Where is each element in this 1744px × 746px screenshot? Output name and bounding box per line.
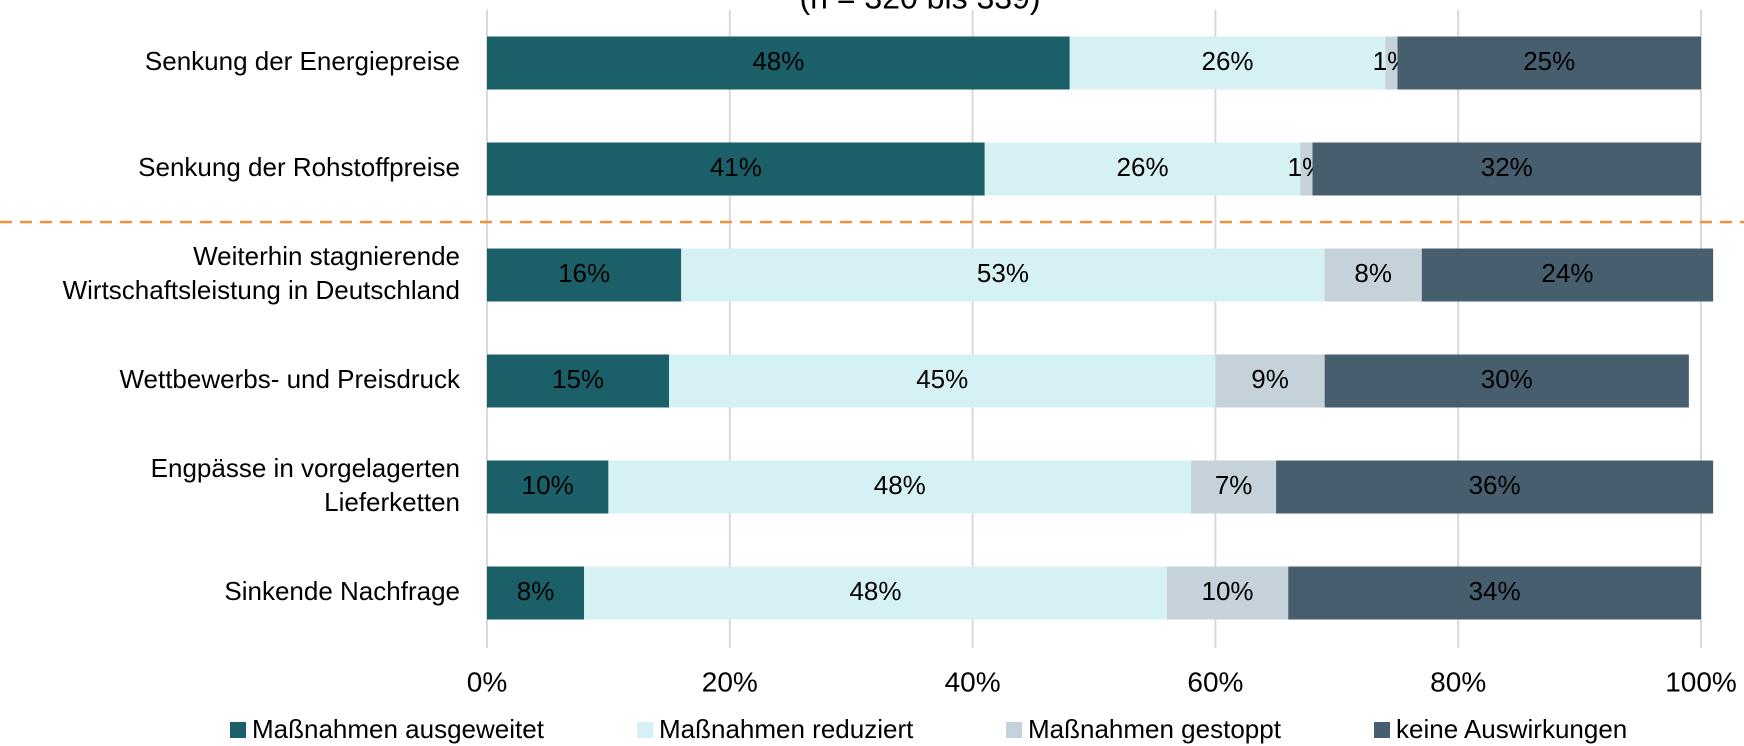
data-label: 48% [874, 470, 926, 500]
x-tick-label: 80% [1430, 666, 1486, 697]
y-tick-label: Weiterhin stagnierende Wirtschaftsleistun… [63, 241, 460, 305]
y-tick-label: Senkung der Energiepreise [145, 46, 460, 76]
bar-segment [1300, 142, 1313, 196]
bar-segment [487, 354, 670, 408]
x-tick-label: 100% [1665, 666, 1737, 697]
data-label: 7% [1215, 470, 1253, 500]
x-tick-label: 60% [1187, 666, 1243, 697]
data-label: 45% [916, 364, 968, 394]
legend-swatch [637, 722, 653, 738]
y-tick-label: Wettbewerbs- und Preisdruck [119, 364, 461, 394]
data-label: 10% [1202, 576, 1254, 606]
data-label: 48% [849, 576, 901, 606]
data-label: 53% [977, 258, 1029, 288]
chart-subtitle: (n = 320 bis 339) [799, 0, 1040, 15]
legend-label: Maßnahmen reduziert [659, 714, 914, 744]
y-tick-label: Sinkende Nachfrage [224, 576, 460, 606]
bar-segment [608, 460, 1192, 514]
y-tick-label: Engpässe in vorgelagerten Lieferketten [151, 453, 460, 517]
bar-segment [1166, 566, 1289, 620]
data-label: 8% [1354, 258, 1392, 288]
bar-segment [1324, 248, 1422, 302]
data-label: 48% [752, 46, 804, 76]
data-label: 26% [1202, 46, 1254, 76]
bar-segment [584, 566, 1167, 620]
bar-segment [1069, 36, 1386, 90]
data-label: 10% [522, 470, 574, 500]
legend-swatch [1006, 722, 1022, 738]
bar-segment [1421, 248, 1714, 302]
bar-segment [487, 460, 609, 514]
data-label: 30% [1481, 364, 1533, 394]
bar-segment [681, 248, 1325, 302]
bar-segment [1312, 142, 1701, 196]
bar-segment [1385, 36, 1398, 90]
bar-segment [487, 142, 985, 196]
bar-segment [669, 354, 1216, 408]
legend-swatch [230, 722, 246, 738]
data-label: 41% [710, 152, 762, 182]
bar-segment [984, 142, 1301, 196]
data-label: 25% [1523, 46, 1575, 76]
data-label: 16% [558, 258, 610, 288]
bar-segment [1215, 354, 1325, 408]
bar-segment [487, 566, 585, 620]
bar-segment [487, 36, 1070, 90]
data-label: 26% [1117, 152, 1169, 182]
bar-segment [1191, 460, 1277, 514]
bar-segment [1324, 354, 1689, 408]
legend-label: Maßnahmen ausgeweitet [252, 714, 545, 744]
x-tick-label: 20% [702, 666, 758, 697]
data-label: 15% [552, 364, 604, 394]
y-tick-label: Senkung der Rohstoffpreise [138, 152, 460, 182]
data-label: 9% [1251, 364, 1289, 394]
data-label: 36% [1469, 470, 1521, 500]
legend-label: Maßnahmen gestoppt [1028, 714, 1282, 744]
bar-segment [1288, 566, 1701, 620]
data-label: 34% [1469, 576, 1521, 606]
bar-segment [487, 248, 682, 302]
bar-segment [1397, 36, 1701, 90]
data-label: 24% [1541, 258, 1593, 288]
bar-segment [1276, 460, 1714, 514]
data-label: 32% [1481, 152, 1533, 182]
x-tick-label: 40% [945, 666, 1001, 697]
legend-label: keine Auswirkungen [1396, 714, 1627, 744]
legend-swatch [1374, 722, 1390, 738]
data-label: 8% [517, 576, 555, 606]
x-tick-label: 0% [467, 666, 507, 697]
